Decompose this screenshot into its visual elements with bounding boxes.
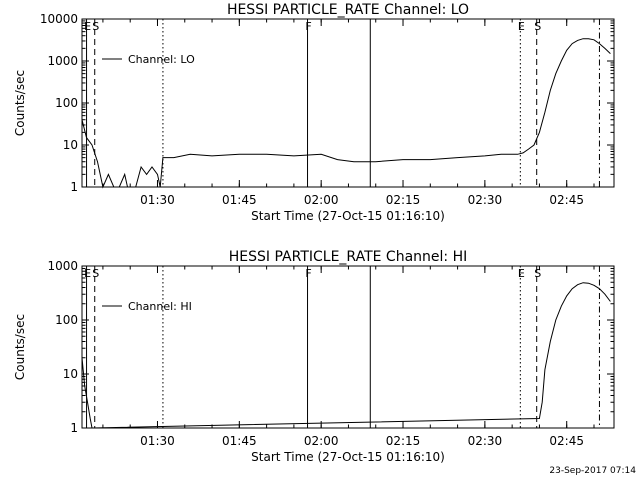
series-line <box>81 282 611 429</box>
event-label: F <box>305 20 311 33</box>
footer-timestamp: 23-Sep-2017 07:14 <box>549 466 636 476</box>
x-tick-label: 01:30 <box>140 434 175 448</box>
x-tick-label: 02:15 <box>386 434 421 448</box>
y-tick-label: 10000 <box>40 12 78 26</box>
panel-hi: HESSI PARTICLE_RATE Channel: HI Start Tim… <box>13 249 615 464</box>
x-tick-label: 02:00 <box>304 434 339 448</box>
event-label: E <box>84 20 91 33</box>
event-label: E <box>518 20 525 33</box>
x-tick-label: 01:30 <box>140 193 175 207</box>
y-tick-label: 1 <box>70 421 78 435</box>
y-tick-label: 10 <box>63 367 78 381</box>
y-tick-label: 100 <box>55 313 78 327</box>
panel-lo: HESSI PARTICLE_RATE Channel: LO Start Tim… <box>13 2 615 223</box>
y-tick-label: 1 <box>70 180 78 194</box>
legend-label: Channel: LO <box>128 53 195 66</box>
event-label: S <box>534 267 541 280</box>
x-tick-label: 02:00 <box>304 193 339 207</box>
y-tick-label: 1000 <box>47 54 78 68</box>
y-tick-label: 100 <box>55 96 78 110</box>
event-label: E <box>84 267 91 280</box>
plot-frame <box>81 18 615 188</box>
y-tick-label: 10 <box>63 138 78 152</box>
x-tick-label: 01:45 <box>222 193 257 207</box>
x-tick-label: 02:15 <box>386 193 421 207</box>
plot-frame <box>81 265 615 429</box>
x-tick-label: 02:30 <box>468 193 503 207</box>
x-tick-label: 01:45 <box>222 434 257 448</box>
event-label: F <box>305 267 311 280</box>
event-label: E <box>518 267 525 280</box>
chart-title: HESSI PARTICLE_RATE Channel: HI <box>229 249 467 265</box>
x-tick-label: 02:45 <box>549 193 584 207</box>
y-tick-label: 1000 <box>47 259 78 273</box>
event-label: S <box>92 20 99 33</box>
chart-title: HESSI PARTICLE_RATE Channel: LO <box>227 2 469 18</box>
event-label: S <box>92 267 99 280</box>
y-axis-label: Counts/sec <box>13 70 27 136</box>
y-axis-label: Counts/sec <box>13 314 27 380</box>
series-line <box>81 38 611 189</box>
x-tick-label: 02:45 <box>549 434 584 448</box>
legend-label: Channel: HI <box>128 300 192 313</box>
event-label: S <box>534 20 541 33</box>
x-axis-label: Start Time (27-Oct-15 01:16:10) <box>251 450 445 464</box>
x-tick-label: 02:30 <box>468 434 503 448</box>
x-axis-label: Start Time (27-Oct-15 01:16:10) <box>251 209 445 223</box>
